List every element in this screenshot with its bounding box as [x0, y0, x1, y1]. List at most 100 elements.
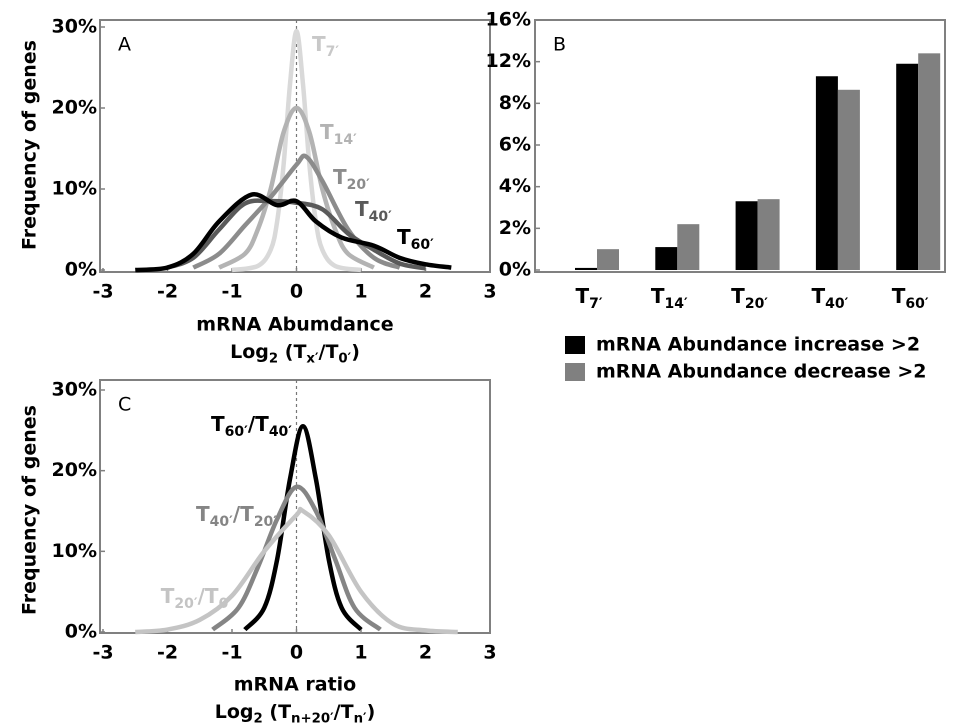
x-tick-label: T40′ — [811, 284, 848, 313]
series-label: T7′ — [312, 32, 339, 61]
bar — [815, 76, 838, 270]
plot-frame — [99, 19, 491, 273]
text-part: T — [161, 584, 175, 608]
text-part: T — [397, 225, 411, 249]
subscript: 20′ — [174, 596, 197, 612]
x-tick-label: -3 — [92, 642, 113, 664]
series-label: T20′/T0′ — [161, 584, 233, 613]
bar — [677, 224, 700, 270]
subscript: 7′ — [326, 44, 340, 60]
subscript: 60′ — [225, 424, 248, 440]
subscript: 60′ — [905, 296, 928, 312]
x-tick-label: -2 — [157, 642, 178, 664]
text-part: /T — [248, 412, 269, 436]
series-label: T20′ — [333, 165, 370, 194]
y-tick-label: 10% — [52, 540, 97, 562]
text-part: /T — [319, 341, 339, 363]
x-tick-label: 2 — [419, 281, 432, 303]
subscript: 40′ — [825, 296, 848, 312]
y-tick-label: 0% — [65, 259, 97, 281]
x-tick-label: 3 — [483, 642, 496, 664]
x-tick-label: T20′ — [731, 284, 768, 313]
text-part: (T — [278, 341, 306, 363]
text-part: T — [355, 197, 369, 221]
series-label: T40′ — [355, 197, 392, 226]
y-tick-label: 30% — [52, 379, 97, 401]
x-axis-title: mRNA ratio — [234, 674, 357, 696]
subscript: 0′ — [219, 596, 233, 612]
bar — [575, 267, 597, 270]
panel-label: A — [118, 34, 131, 56]
x-axis-title-formula: Log2 (Tx′/T0′) — [230, 341, 360, 367]
subscript: 40′ — [369, 209, 392, 225]
text-part: Log — [230, 341, 269, 363]
text-part: T — [651, 284, 665, 308]
y-tick-label: 10% — [52, 178, 97, 200]
y-tick-label: 30% — [52, 16, 97, 38]
text-part: T — [320, 120, 334, 144]
plot-frame — [99, 379, 491, 634]
y-tick-label: 20% — [52, 97, 97, 119]
y-tick-label: 20% — [52, 459, 97, 481]
x-tick-label: 3 — [483, 281, 496, 303]
series-label: T40′/T20′ — [196, 502, 277, 531]
y-tick-label: 16% — [486, 9, 531, 31]
text-part: /T — [233, 502, 254, 526]
y-tick-label: 6% — [499, 134, 531, 156]
y-tick-label: 12% — [486, 50, 531, 72]
text-part: T — [312, 32, 326, 56]
subscript: 7′ — [589, 296, 603, 312]
y-axis-title: Frequency of genes — [19, 405, 41, 615]
text-part: T — [892, 284, 906, 308]
subscript: 2 — [269, 352, 278, 367]
subscript: 40′ — [210, 514, 233, 530]
legend-swatch — [565, 363, 585, 381]
subscript: 40′ — [269, 424, 292, 440]
series-label: T60′/T40′ — [211, 412, 292, 441]
text-part: T — [811, 284, 825, 308]
x-tick-label: -2 — [157, 281, 178, 303]
subscript: x′ — [306, 352, 319, 367]
y-tick-label: 4% — [499, 175, 531, 197]
subscript: 14′ — [665, 296, 688, 312]
y-tick-label: 8% — [499, 92, 531, 114]
x-tick-label: 0 — [290, 281, 303, 303]
subscript: 20′ — [745, 296, 768, 312]
bar — [655, 247, 678, 270]
subscript: 0′ — [338, 352, 351, 367]
series-label: T14′ — [320, 120, 357, 149]
bar — [918, 53, 941, 271]
legend-label: mRNA Abundance decrease >2 — [596, 361, 927, 383]
panel-label: C — [118, 394, 131, 416]
legend-swatch — [565, 336, 585, 354]
text-part: T — [333, 165, 347, 189]
subscript: 20′ — [347, 177, 370, 193]
text-part: T — [196, 502, 210, 526]
x-axis-title: mRNA Abumdance — [196, 314, 393, 336]
density-line — [231, 28, 362, 273]
subscript: n+20′ — [291, 712, 334, 726]
x-tick-label: -1 — [221, 642, 242, 664]
density-line — [192, 153, 401, 270]
density-line — [243, 424, 363, 632]
subscript: 60′ — [411, 237, 434, 253]
density-line — [135, 506, 458, 635]
plot-frame — [534, 19, 946, 273]
y-tick-label: 2% — [499, 217, 531, 239]
text-part: T — [575, 284, 589, 308]
x-axis-title-formula: Log2 (Tn+20′/Tn′) — [215, 701, 376, 726]
series-label: T60′ — [397, 225, 434, 254]
subscript: 20′ — [254, 514, 277, 530]
x-tick-label: 1 — [354, 281, 367, 303]
bar — [757, 199, 780, 270]
bar — [837, 89, 860, 271]
bar — [597, 249, 619, 270]
text-part: (T — [263, 701, 291, 723]
bar — [735, 201, 758, 270]
x-tick-label: 0 — [290, 642, 303, 664]
y-tick-label: 0% — [499, 259, 531, 281]
subscript: 2 — [254, 712, 263, 726]
y-axis-title: Frequency of genes — [19, 40, 41, 250]
text-part: /T — [198, 584, 219, 608]
